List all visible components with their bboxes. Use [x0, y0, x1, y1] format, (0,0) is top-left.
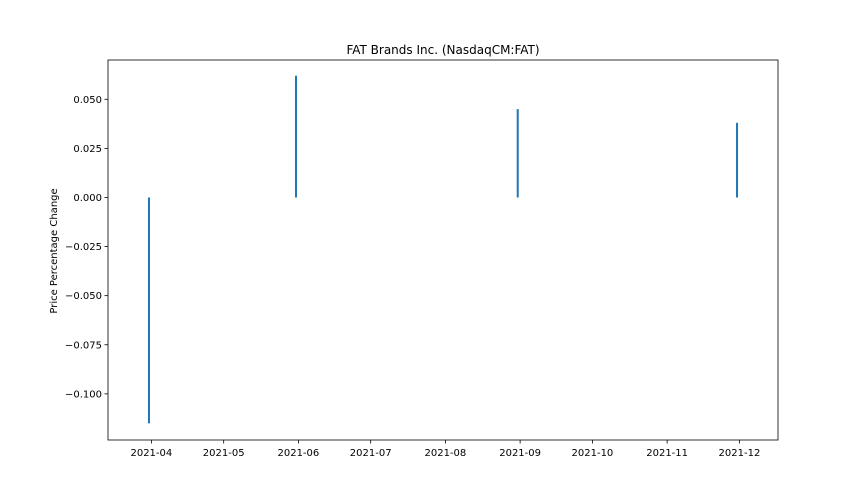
y-tick-label-3: −0.025 [65, 242, 102, 253]
x-tick-label-2021-08: 2021-08 [425, 448, 467, 459]
y-tick-label-2: 0.000 [73, 193, 102, 204]
y-tick-label-4: −0.050 [65, 291, 102, 302]
bar-2021-08-31 [516, 109, 519, 198]
x-tick-label-2021-09: 2021-09 [499, 448, 541, 459]
x-tick-label-2021-10: 2021-10 [572, 448, 614, 459]
plot-area: 2021-04 2021-05 2021-06 2021-07 2021-08 2021-… [65, 59, 779, 459]
y-tick-label-5: −0.075 [65, 340, 102, 351]
x-tick-label-2021-06: 2021-06 [277, 448, 319, 459]
bar-2021-03-31 [147, 197, 150, 424]
x-tick-label-2021-05: 2021-05 [203, 448, 245, 459]
x-tick-label-2021-12: 2021-12 [719, 448, 761, 459]
y-axis-label: Price Percentage Change [49, 188, 60, 313]
bar-2021-05-31 [294, 75, 297, 198]
axes-frame [107, 59, 779, 441]
y-tick-label-0: 0.050 [73, 95, 102, 106]
y-tick-label-1: 0.025 [73, 144, 102, 155]
y-tick-label-6: −0.100 [65, 389, 102, 400]
bar-2021-11-30 [736, 122, 739, 198]
x-tick-label-2021-07: 2021-07 [350, 448, 392, 459]
chart-title: FAT Brands Inc. (NasdaqCM:FAT) [346, 43, 539, 57]
x-tick-label-2021-11: 2021-11 [646, 448, 688, 459]
x-tick-label-2021-04: 2021-04 [130, 448, 172, 459]
